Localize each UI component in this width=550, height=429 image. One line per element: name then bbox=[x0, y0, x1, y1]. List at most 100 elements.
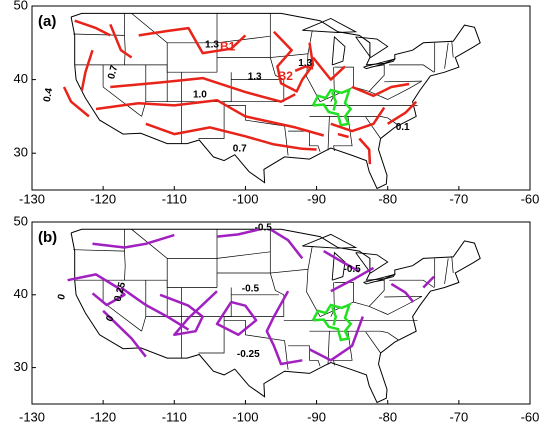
contour-line bbox=[145, 122, 317, 151]
state-border bbox=[288, 345, 321, 367]
x-tick-label: -110 bbox=[162, 191, 187, 206]
y-tick-label: 50 bbox=[14, 213, 28, 228]
state-border bbox=[102, 64, 142, 117]
contour-line bbox=[67, 273, 126, 307]
contour-line bbox=[330, 106, 386, 133]
contour-line bbox=[312, 56, 346, 81]
state-border bbox=[307, 245, 313, 270]
plot-frame bbox=[31, 221, 531, 405]
lake-outline bbox=[355, 252, 389, 274]
state-border bbox=[365, 331, 381, 354]
x-tick-label: -70 bbox=[449, 409, 468, 424]
x-tick-label: -90 bbox=[307, 409, 326, 424]
contour-line bbox=[387, 100, 418, 125]
contour-label: 1.3 bbox=[298, 58, 312, 69]
state-border bbox=[224, 105, 289, 156]
state-border bbox=[444, 42, 449, 69]
y-tick-label: 40 bbox=[14, 286, 28, 301]
contour-line bbox=[138, 26, 247, 55]
x-tick-label: -130 bbox=[19, 409, 45, 424]
panel: -130 -120 -110 -100 -90 -80 -70 -60 30 40 50 (a) 1.3… bbox=[14, 0, 540, 206]
contour-line bbox=[351, 82, 410, 98]
state-border bbox=[216, 251, 271, 259]
contour-line bbox=[215, 300, 258, 337]
panel-label: (b) bbox=[38, 229, 57, 246]
contour-label: 0 bbox=[104, 313, 117, 324]
x-tick-label: -100 bbox=[232, 409, 258, 424]
contour-line bbox=[265, 290, 303, 366]
state-border bbox=[451, 40, 454, 58]
contour-line bbox=[102, 309, 147, 358]
x-tick-label: -60 bbox=[521, 409, 540, 424]
plot-frame bbox=[31, 5, 531, 191]
x-tick-label: -80 bbox=[378, 409, 397, 424]
y-tick-label: 40 bbox=[14, 71, 28, 86]
state-border bbox=[451, 256, 454, 274]
state-border bbox=[131, 229, 217, 259]
x-tick-label: -100 bbox=[232, 191, 258, 206]
state-border bbox=[327, 116, 330, 151]
contour-label: -0.5 bbox=[344, 264, 362, 275]
contour-line bbox=[337, 132, 349, 139]
y-tick-label: 30 bbox=[14, 145, 28, 160]
state-border bbox=[288, 130, 321, 152]
state-border bbox=[309, 116, 399, 126]
coastline bbox=[70, 12, 481, 190]
state-border bbox=[307, 30, 313, 54]
region-label: B1 bbox=[220, 39, 236, 53]
state-border bbox=[444, 258, 449, 284]
contour-line bbox=[110, 76, 296, 103]
lake-outline bbox=[331, 35, 346, 66]
contour-label: 0.7 bbox=[233, 143, 247, 154]
contour-label: -0.5 bbox=[255, 222, 273, 233]
state-border bbox=[198, 287, 232, 354]
panel: -130 -120 -110 -100 -90 -80 -70 -60 30 40 50 (b) -0.… bbox=[14, 213, 540, 424]
x-tick-label: -80 bbox=[378, 191, 397, 206]
contour-line bbox=[74, 19, 111, 37]
contour-label: -0.25 bbox=[237, 349, 260, 360]
state-border bbox=[370, 64, 385, 68]
state-border bbox=[124, 229, 126, 281]
state-border bbox=[369, 80, 423, 100]
lake-outline bbox=[331, 251, 346, 281]
state-border bbox=[269, 53, 321, 102]
contour-line bbox=[358, 137, 372, 165]
state-border bbox=[224, 319, 289, 370]
lake-outline bbox=[363, 273, 396, 285]
contour-label: 1.3 bbox=[248, 71, 262, 82]
state-border bbox=[333, 116, 353, 152]
y-tick-label: 50 bbox=[14, 0, 28, 12]
state-border bbox=[365, 116, 381, 139]
state-border bbox=[141, 64, 147, 117]
green-contour bbox=[311, 87, 353, 127]
x-tick-label: -130 bbox=[19, 191, 45, 206]
contour-line bbox=[269, 228, 304, 260]
contour-line bbox=[323, 250, 360, 273]
lake-outline bbox=[302, 18, 358, 33]
state-border bbox=[370, 279, 385, 283]
x-tick-label: -70 bbox=[449, 191, 468, 206]
x-tick-label: -120 bbox=[90, 409, 116, 424]
state-border bbox=[389, 279, 435, 288]
contour-label: 0.4 bbox=[42, 87, 55, 103]
contour-line bbox=[390, 282, 415, 303]
state-border bbox=[269, 268, 321, 317]
state-border bbox=[389, 64, 435, 73]
contour-line bbox=[330, 266, 375, 293]
lake-outline bbox=[302, 233, 358, 249]
contour-label: 1.0 bbox=[193, 90, 207, 101]
contour-line bbox=[216, 228, 260, 238]
contour-line bbox=[80, 49, 94, 91]
contour-line bbox=[109, 23, 133, 59]
contour-line bbox=[120, 286, 190, 331]
lake-outline bbox=[355, 36, 389, 59]
contour-label: 0.7 bbox=[106, 64, 120, 81]
contour-label: 0.1 bbox=[396, 122, 410, 133]
state-border bbox=[73, 249, 125, 252]
state-border bbox=[216, 35, 271, 44]
state-border bbox=[198, 72, 232, 139]
contour-line bbox=[62, 86, 90, 118]
contour-label: 1.3 bbox=[205, 40, 219, 51]
x-tick-label: -60 bbox=[521, 191, 540, 206]
